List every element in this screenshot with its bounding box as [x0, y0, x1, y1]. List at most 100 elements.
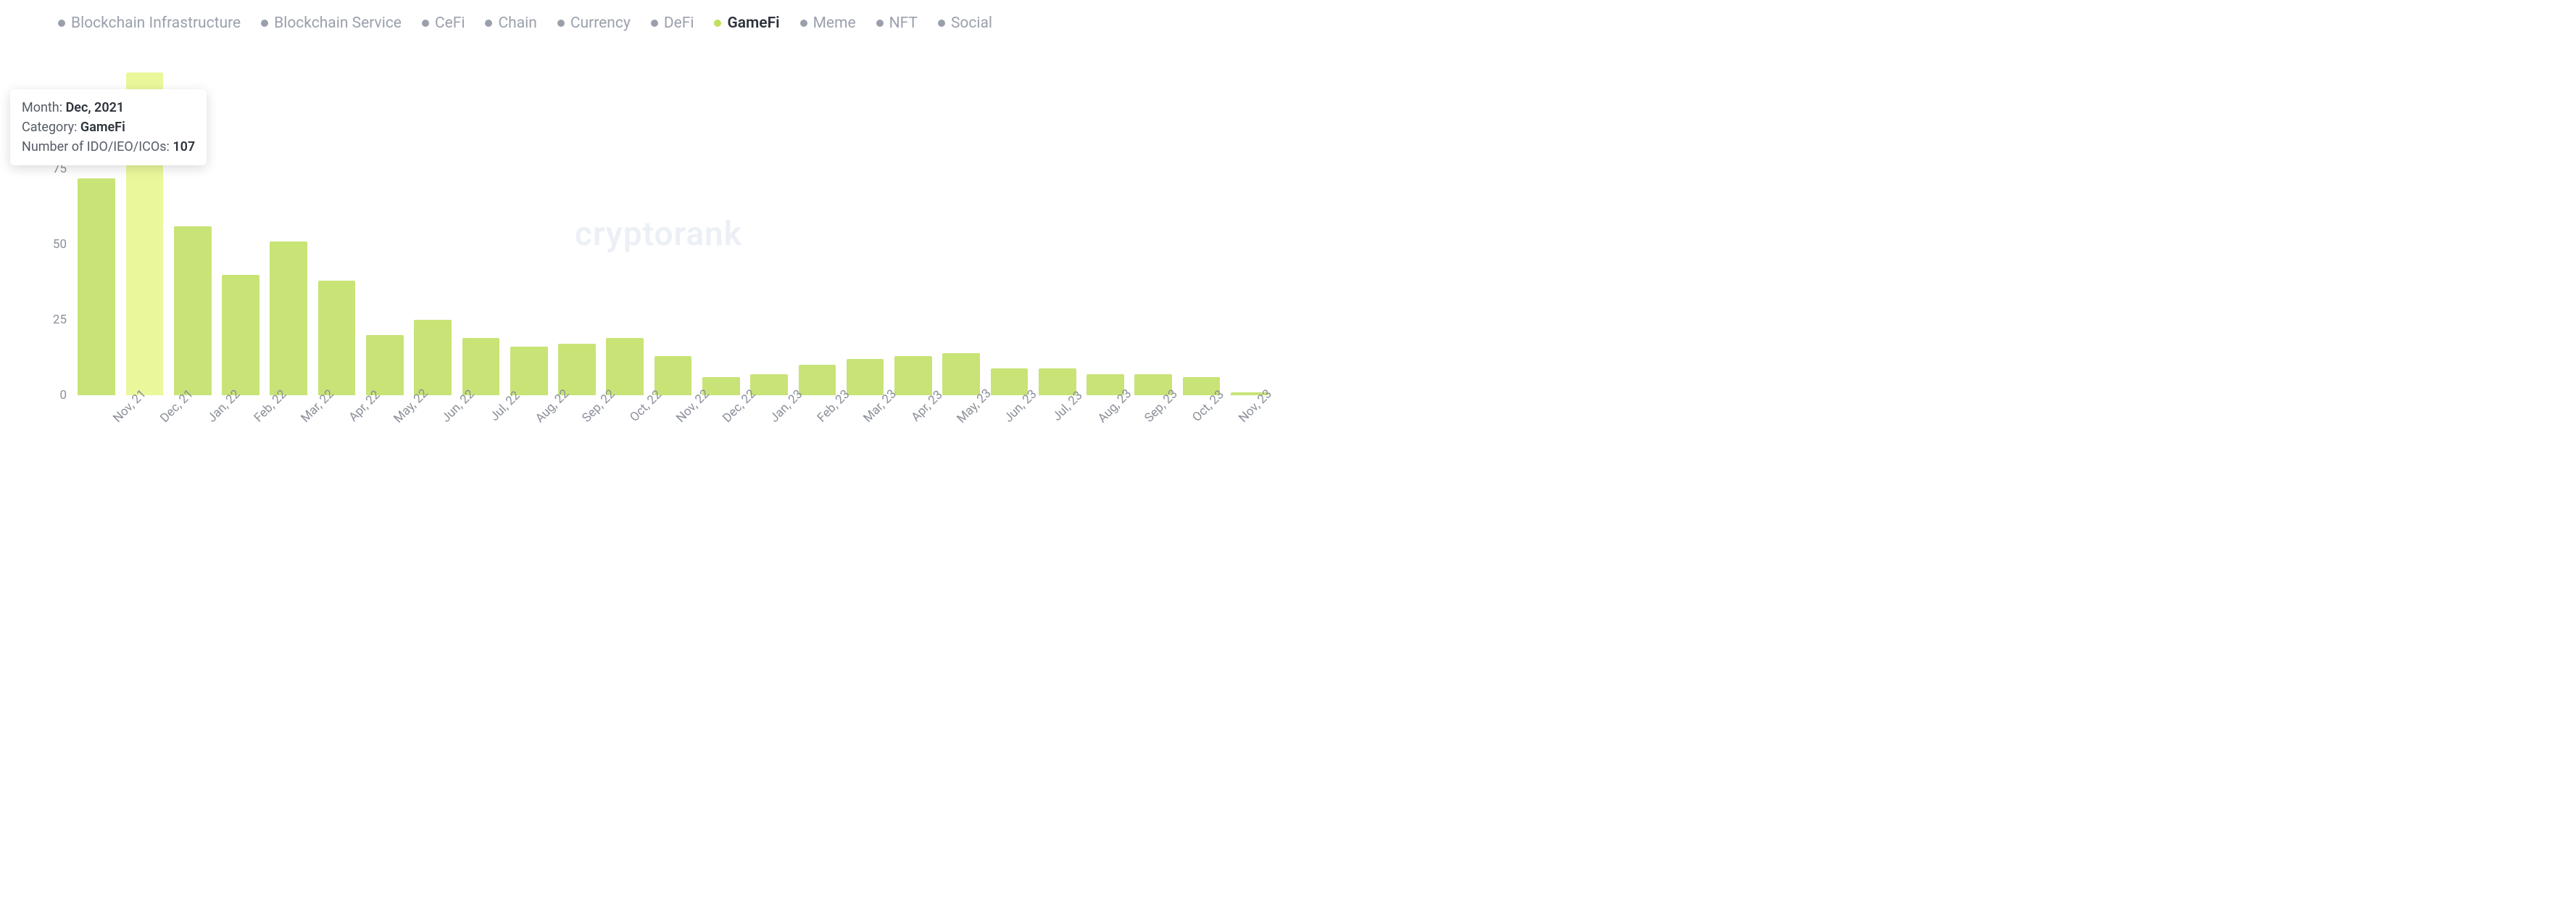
legend-item-label: Currency [570, 15, 631, 32]
legend-item[interactable]: NFT [876, 15, 918, 32]
legend-item-label: NFT [889, 15, 918, 32]
x-label-slot: Sep, 23 [1133, 395, 1180, 453]
bar [894, 356, 932, 395]
bar [510, 347, 548, 395]
bar [462, 338, 500, 395]
y-tick-label: 0 [59, 388, 67, 402]
bar [366, 335, 404, 395]
x-label-slot: Jul, 23 [1039, 395, 1087, 453]
bar-slot[interactable] [842, 73, 889, 395]
bar-slot[interactable] [937, 73, 985, 395]
x-label-slot: Feb, 22 [242, 395, 289, 453]
bar-slot[interactable] [312, 73, 360, 395]
x-label-slot: Oct, 22 [618, 395, 665, 453]
x-label-slot: Mar, 23 [852, 395, 899, 453]
bar-slot[interactable] [697, 73, 745, 395]
legend-item-label: Blockchain Service [274, 15, 402, 32]
bar [1039, 368, 1076, 395]
bar-slot[interactable] [217, 73, 265, 395]
y-tick-label: 25 [53, 313, 67, 327]
y-tick-label: 50 [53, 237, 67, 252]
bar [558, 344, 596, 395]
bar-slot[interactable] [1177, 73, 1225, 395]
bar [174, 226, 212, 395]
bar-slot[interactable] [1034, 73, 1081, 395]
x-label-slot: Dec, 22 [711, 395, 758, 453]
legend-item[interactable]: GameFi [714, 15, 779, 32]
bar-slot[interactable] [1081, 73, 1129, 395]
legend-dot-icon [800, 20, 807, 27]
legend-item[interactable]: Blockchain Infrastructure [58, 15, 241, 32]
x-label-slot: Oct, 23 [1180, 395, 1227, 453]
x-label-slot: Dec, 21 [149, 395, 196, 453]
x-label-slot: Mar, 22 [289, 395, 336, 453]
x-label-slot: Sep, 22 [570, 395, 618, 453]
bar-slot[interactable] [505, 73, 553, 395]
legend-dot-icon [876, 20, 884, 27]
bar-slot[interactable] [601, 73, 649, 395]
legend-item-label: Social [951, 15, 992, 32]
bar-slot[interactable] [889, 73, 937, 395]
bar-slot[interactable] [745, 73, 793, 395]
x-axis-labels: Nov, 21Dec, 21Jan, 22Feb, 22Mar, 22Apr, … [101, 395, 1274, 453]
bar [847, 359, 884, 395]
bar-slot[interactable] [553, 73, 601, 395]
bar-slot[interactable] [649, 73, 697, 395]
legend-item[interactable]: DeFi [651, 15, 694, 32]
legend-dot-icon [651, 20, 658, 27]
legend-item-label: DeFi [664, 15, 694, 32]
x-label-slot: Nov, 22 [664, 395, 711, 453]
bar [942, 353, 980, 395]
tooltip: Month: Dec, 2021 Category: GameFi Number… [10, 89, 207, 165]
x-label-slot: Jan, 23 [758, 395, 805, 453]
legend-item[interactable]: Currency [557, 15, 631, 32]
x-label-slot: May, 22 [383, 395, 430, 453]
legend-dot-icon [261, 20, 268, 27]
x-label-slot: Nov, 21 [101, 395, 149, 453]
legend-dot-icon [485, 20, 492, 27]
tooltip-month-label: Month: [22, 100, 62, 115]
bar [414, 320, 452, 395]
bars-container [72, 73, 1274, 395]
x-label-slot: Aug, 22 [523, 395, 570, 453]
x-label-slot: Feb, 23 [805, 395, 852, 453]
legend-item-label: Blockchain Infrastructure [71, 15, 241, 32]
legend-dot-icon [714, 20, 721, 27]
bar-slot[interactable] [457, 73, 504, 395]
bar-slot[interactable] [793, 73, 841, 395]
bar [606, 338, 644, 395]
x-label-slot: Jun, 23 [992, 395, 1039, 453]
legend-item-label: Meme [813, 15, 856, 32]
legend-item[interactable]: Meme [800, 15, 856, 32]
tooltip-category-value: GameFi [80, 120, 125, 135]
tooltip-count-value: 107 [173, 139, 195, 154]
bar [991, 368, 1029, 395]
x-label-slot: Apr, 22 [336, 395, 383, 453]
bar-slot[interactable] [265, 73, 312, 395]
bar-slot[interactable] [409, 73, 457, 395]
bar [750, 374, 788, 395]
bar [270, 241, 307, 395]
legend-item-label: Chain [498, 15, 536, 32]
legend-item[interactable]: Blockchain Service [261, 15, 402, 32]
bar [655, 356, 692, 395]
legend-item[interactable]: Chain [485, 15, 536, 32]
bar-slot[interactable] [985, 73, 1033, 395]
x-label-slot: Apr, 23 [899, 395, 946, 453]
legend: Blockchain Infrastructure Blockchain Serv… [0, 0, 1288, 32]
bar [318, 281, 356, 395]
chart-area: cryptorank 0255075 Nov, 21Dec, 21Jan, 22… [43, 73, 1274, 395]
bar [78, 178, 115, 395]
legend-item[interactable]: Social [938, 15, 992, 32]
bar [799, 365, 836, 395]
bar-slot[interactable] [1226, 73, 1274, 395]
legend-item-label: CeFi [435, 15, 465, 32]
bar-slot[interactable] [1129, 73, 1177, 395]
legend-item[interactable]: CeFi [422, 15, 465, 32]
tooltip-count-row: Number of IDO/IEO/ICOs: 107 [22, 137, 195, 157]
x-label-slot: Jul, 22 [477, 395, 524, 453]
bar-slot[interactable] [361, 73, 409, 395]
x-label-slot: Nov, 23 [1227, 395, 1274, 453]
legend-dot-icon [938, 20, 945, 27]
x-label-slot: Jan, 22 [195, 395, 242, 453]
